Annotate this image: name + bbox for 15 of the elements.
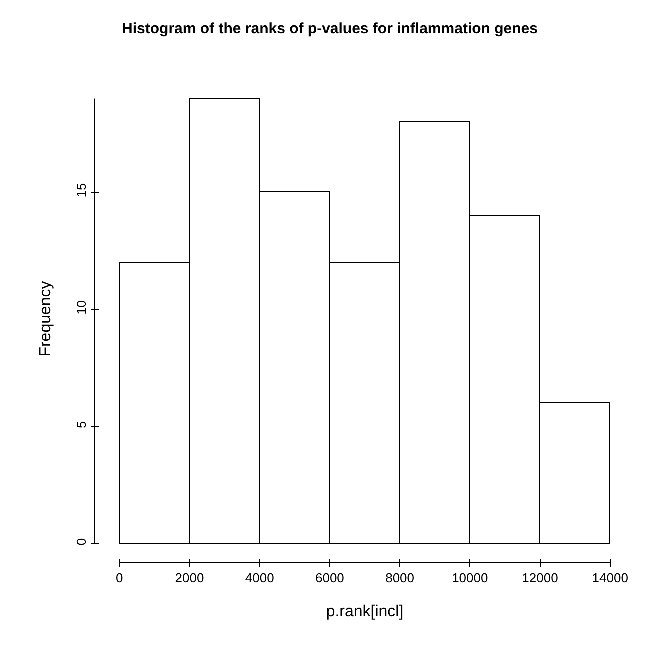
- x-axis-title: p.rank[incl]: [326, 603, 404, 620]
- x-tick-label: 10000: [452, 570, 488, 586]
- y-axis-title: Frequency: [38, 281, 55, 357]
- y-tick-label: 0: [74, 538, 89, 546]
- y-tick-label: 15: [74, 183, 89, 198]
- y-tick-label: 10: [74, 300, 89, 315]
- x-tick-label: 6000: [315, 570, 344, 586]
- y-tick-label: 5: [74, 421, 89, 428]
- x-tick-label: 4000: [245, 570, 274, 586]
- x-tick-label: 14000: [592, 570, 628, 586]
- chart-title: Histogram of the ranks of p-values for inflammation genes: [122, 20, 538, 38]
- x-tick-label: 12000: [522, 570, 558, 586]
- x-tick-label: 8000: [386, 570, 415, 586]
- x-tick-label: 0: [116, 570, 124, 586]
- x-tick-label: 2000: [175, 570, 204, 586]
